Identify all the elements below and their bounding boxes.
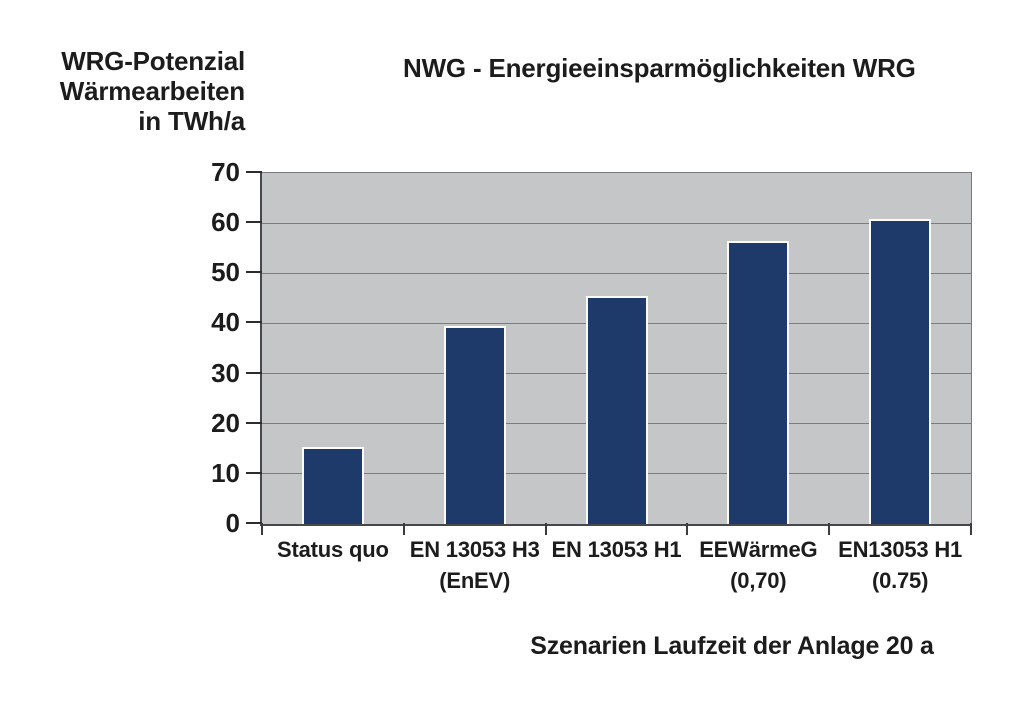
bar-2 — [443, 326, 506, 524]
y-tick-label: 50 — [211, 257, 240, 288]
y-tick-mark — [246, 171, 262, 173]
x-axis-line — [260, 524, 972, 526]
x-category-label-line: Status quo — [277, 537, 389, 562]
bar-3 — [585, 296, 648, 524]
bar-4 — [727, 241, 790, 524]
x-category-label-line: EN 13053 H3 — [409, 537, 540, 562]
x-tick-mark — [828, 523, 831, 535]
x-category-label-line: EN13053 H1 — [838, 537, 963, 562]
y-tick-mark — [246, 271, 262, 274]
bar-1 — [301, 446, 364, 524]
y-tick-label: 20 — [211, 407, 240, 438]
x-tick-mark — [544, 523, 547, 535]
y-tick-mark — [246, 522, 262, 524]
x-tick-mark — [261, 523, 263, 535]
y-tick-mark — [246, 421, 262, 424]
y-axis-line — [260, 172, 262, 524]
bar-5 — [869, 218, 932, 524]
x-category-label-line: (EnEV) — [439, 568, 511, 593]
y-tick-mark — [246, 471, 262, 474]
x-category-label-3: EN 13053 H1 — [527, 534, 707, 565]
x-category-label-line: (0,70) — [730, 568, 787, 593]
y-axis-title-line-3: in TWh/a — [138, 106, 245, 136]
x-axis-title: Szenarien Laufzeit der Anlage 20 a — [530, 632, 934, 660]
y-tick-label: 60 — [211, 207, 240, 238]
y-tick-label: 70 — [211, 157, 240, 187]
x-tick-mark — [686, 523, 689, 535]
x-category-label-5: EN13053 H1 (0.75) — [810, 534, 990, 596]
y-tick-mark — [246, 221, 262, 224]
x-tick-mark — [402, 523, 405, 535]
chart-title: NWG - Energieeinsparmöglichkeiten WRG — [403, 53, 916, 83]
x-tick-mark — [970, 523, 972, 535]
y-tick-label: 30 — [211, 357, 240, 388]
y-axis-title: WRG-Potenzial Wärmearbeiten in TWh/a — [20, 46, 245, 136]
gridline — [262, 222, 971, 224]
plot-area — [260, 172, 972, 526]
y-axis-title-line-1: WRG-Potenzial — [61, 46, 245, 76]
gridline — [262, 272, 971, 274]
x-category-label-4: EEWärmeG (0,70) — [668, 534, 848, 596]
x-category-label-1: Status quo — [243, 534, 423, 565]
y-tick-label: 10 — [211, 457, 240, 488]
x-category-label-line: (0.75) — [871, 568, 929, 593]
x-category-label-line: EN 13053 H1 — [551, 537, 682, 562]
x-category-label-line: EEWärmeG — [699, 537, 818, 562]
y-tick-mark — [246, 321, 262, 324]
x-category-label-2: EN 13053 H3 (EnEV) — [385, 534, 565, 596]
y-axis-title-line-2: Wärmearbeiten — [59, 76, 245, 106]
y-tick-mark — [246, 371, 262, 374]
y-tick-label: 40 — [211, 307, 240, 338]
y-tick-label: 0 — [225, 508, 240, 538]
